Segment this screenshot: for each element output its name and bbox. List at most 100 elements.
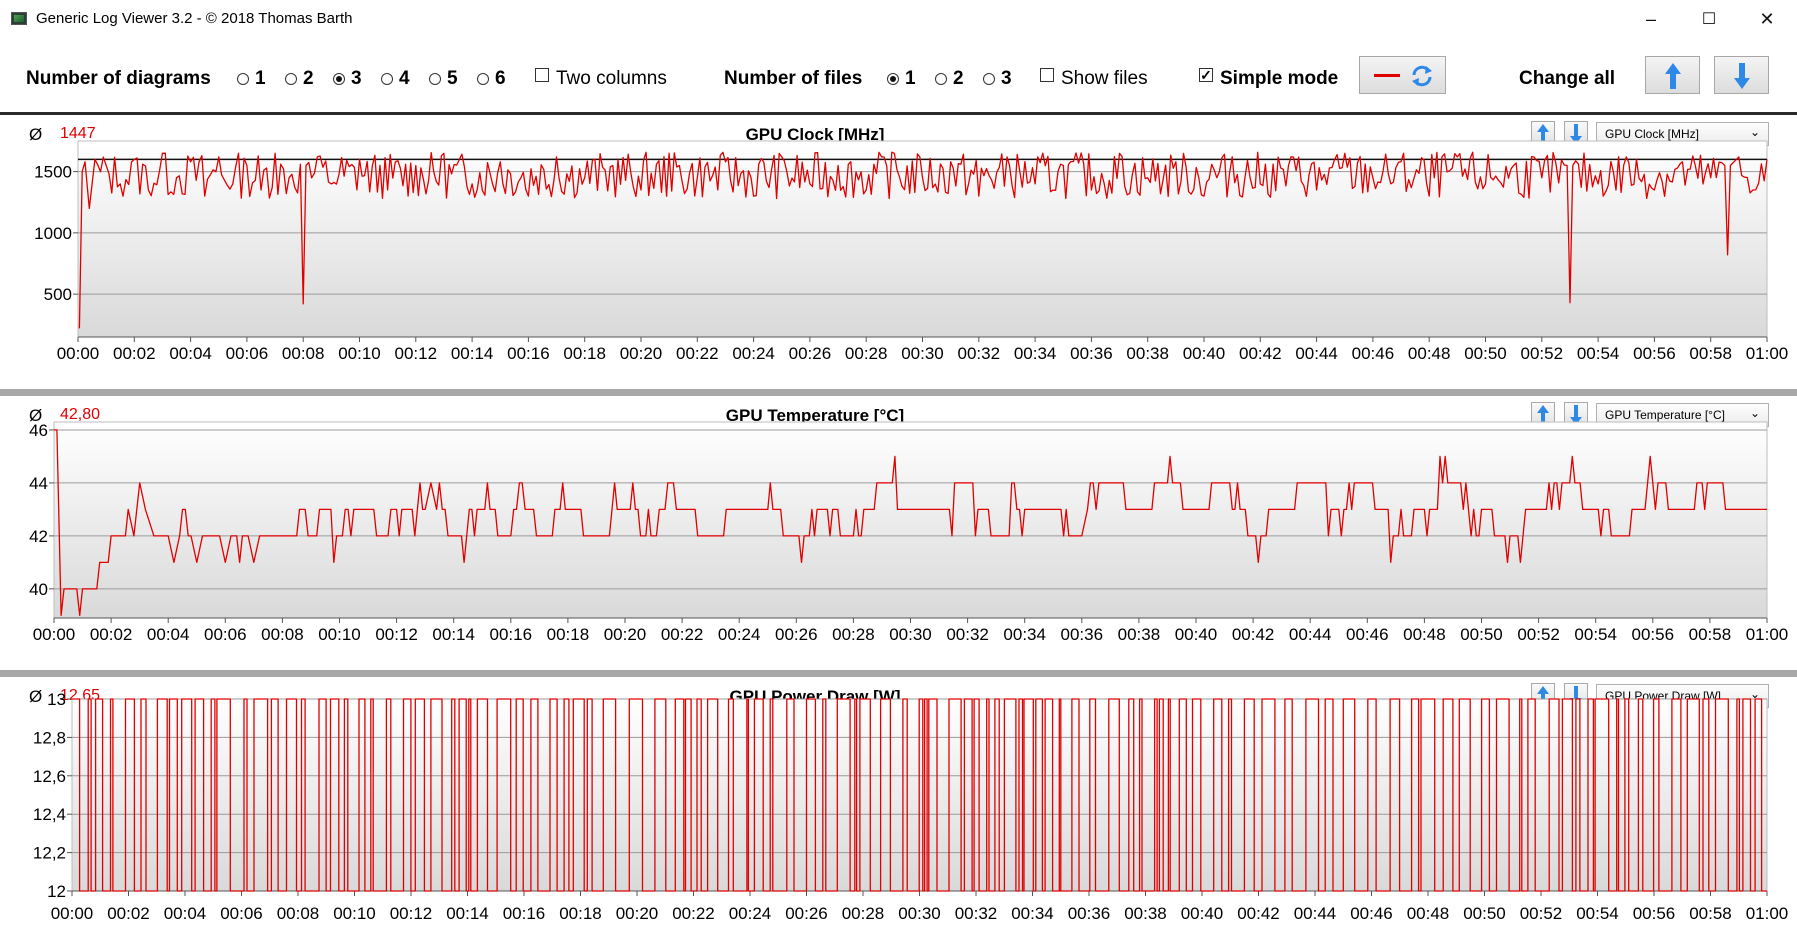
chart-svg[interactable]: 46 44 42 40 00:00 00:02 00:04 00:06 00:08 00:10 00… bbox=[0, 396, 1797, 670]
x-tick-label: 00:22 bbox=[661, 625, 704, 644]
number-of-diagrams-label: Number of diagrams bbox=[26, 68, 211, 89]
x-tick-label: 00:48 bbox=[1403, 625, 1446, 644]
x-tick-label: 00:56 bbox=[1633, 344, 1676, 363]
arrow-up-icon bbox=[1537, 405, 1549, 425]
line-style-button[interactable] bbox=[1359, 56, 1446, 94]
panel-splitter[interactable] bbox=[0, 670, 1797, 677]
x-tick-label: 00:42 bbox=[1239, 344, 1282, 363]
x-tick-label: 01:00 bbox=[1746, 344, 1789, 363]
x-tick-label: 00:42 bbox=[1237, 904, 1280, 923]
x-tick-label: 00:14 bbox=[446, 904, 489, 923]
x-tick-label: 00:40 bbox=[1181, 904, 1224, 923]
chevron-down-icon: ⌄ bbox=[1749, 406, 1760, 420]
x-tick-label: 00:36 bbox=[1068, 904, 1111, 923]
diagrams-radio-2[interactable]: 2 bbox=[285, 68, 314, 90]
diagram-title: GPU Clock [MHz] bbox=[745, 125, 885, 144]
x-tick-label: 00:46 bbox=[1350, 904, 1393, 923]
maximize-button[interactable]: ☐ bbox=[1701, 11, 1717, 28]
minimize-button[interactable]: – bbox=[1645, 8, 1656, 29]
x-tick-label: 00:06 bbox=[226, 344, 269, 363]
x-tick-label: 00:04 bbox=[164, 904, 207, 923]
simple-mode-checkbox[interactable]: ✓ Simple mode bbox=[1199, 67, 1339, 89]
x-tick-label: 00:10 bbox=[338, 344, 381, 363]
x-tick-label: 00:26 bbox=[789, 344, 832, 363]
arrow-down-icon bbox=[1570, 124, 1582, 144]
files-radio-2[interactable]: 2 bbox=[935, 68, 964, 90]
x-tick-label: 00:08 bbox=[261, 625, 304, 644]
x-tick-label: 00:52 bbox=[1517, 625, 1560, 644]
x-tick-label: 00:34 bbox=[1011, 904, 1054, 923]
x-tick-label: 00:28 bbox=[832, 625, 875, 644]
diagrams-radio-3[interactable]: 3 bbox=[333, 68, 362, 90]
x-tick-label: 00:50 bbox=[1463, 904, 1506, 923]
x-tick-label: 00:06 bbox=[204, 625, 247, 644]
x-tick-label: 00:32 bbox=[955, 904, 998, 923]
show-files-checkbox[interactable]: Show files bbox=[1040, 68, 1148, 90]
x-tick-label: 00:30 bbox=[898, 904, 941, 923]
arrow-up-icon bbox=[1537, 124, 1549, 144]
arrow-up-icon bbox=[1537, 686, 1549, 706]
x-tick-label: 00:00 bbox=[51, 904, 94, 923]
panel-splitter[interactable] bbox=[0, 389, 1797, 396]
checkbox-empty-icon bbox=[1040, 68, 1054, 82]
x-tick-label: 00:12 bbox=[375, 625, 418, 644]
diagrams-radio-4[interactable]: 4 bbox=[381, 68, 410, 90]
x-tick-label: 00:54 bbox=[1574, 625, 1617, 644]
x-tick-label: 00:28 bbox=[842, 904, 885, 923]
close-button[interactable]: ✕ bbox=[1759, 8, 1775, 29]
x-tick-label: 00:18 bbox=[559, 904, 602, 923]
files-radio-3[interactable]: 3 bbox=[983, 68, 1012, 90]
radio-circle-icon bbox=[935, 73, 947, 85]
x-tick-label: 00:30 bbox=[889, 625, 932, 644]
radio-circle-icon bbox=[429, 73, 441, 85]
x-tick-label: 00:46 bbox=[1352, 344, 1395, 363]
y-tick-label: 12,8 bbox=[33, 728, 66, 747]
x-tick-label: 00:48 bbox=[1408, 344, 1451, 363]
x-tick-label: 00:48 bbox=[1407, 904, 1450, 923]
y-tick-label: 46 bbox=[29, 421, 48, 440]
x-tick-label: 00:12 bbox=[395, 344, 438, 363]
x-tick-label: 00:36 bbox=[1070, 344, 1113, 363]
change-all-down-button[interactable] bbox=[1714, 56, 1769, 94]
x-tick-label: 00:54 bbox=[1576, 904, 1619, 923]
files-radio-1[interactable]: 1 bbox=[887, 68, 916, 90]
x-tick-label: 00:34 bbox=[1003, 625, 1046, 644]
two-columns-checkbox[interactable]: Two columns bbox=[535, 68, 667, 90]
chart-svg[interactable]: 1500 1000 500 00:00 00:02 00:04 00:06 00:08 00:1… bbox=[0, 115, 1797, 389]
chevron-down-icon: ⌄ bbox=[1749, 125, 1760, 139]
diagrams-radio-5[interactable]: 5 bbox=[429, 68, 458, 90]
diagrams-radio-6[interactable]: 6 bbox=[477, 68, 506, 90]
average-symbol: Ø bbox=[29, 406, 43, 425]
y-tick-label: 12 bbox=[47, 882, 66, 901]
x-tick-label: 00:30 bbox=[901, 344, 944, 363]
x-tick-label: 00:36 bbox=[1061, 625, 1104, 644]
red-line-icon bbox=[1374, 74, 1400, 77]
title-bar: Generic Log Viewer 3.2 - © 2018 Thomas B… bbox=[0, 0, 1797, 38]
x-tick-label: 01:00 bbox=[1746, 904, 1789, 923]
diagrams-radio-1[interactable]: 1 bbox=[237, 68, 266, 90]
x-tick-label: 00:56 bbox=[1633, 904, 1676, 923]
chart-svg[interactable]: 13 12,8 12,6 12,4 12,2 12 00:00 00:02 00:04 00:06… bbox=[0, 677, 1797, 952]
x-tick-label: 00:32 bbox=[946, 625, 989, 644]
change-all-up-button[interactable] bbox=[1645, 56, 1700, 94]
x-tick-label: 00:08 bbox=[277, 904, 320, 923]
window-title: Generic Log Viewer 3.2 - © 2018 Thomas B… bbox=[36, 10, 353, 27]
x-tick-label: 00:10 bbox=[318, 625, 361, 644]
x-tick-label: 00:42 bbox=[1232, 625, 1275, 644]
x-tick-label: 00:54 bbox=[1577, 344, 1620, 363]
x-tick-label: 00:52 bbox=[1520, 904, 1563, 923]
average-symbol: Ø bbox=[29, 687, 43, 706]
x-tick-label: 00:58 bbox=[1689, 344, 1732, 363]
x-tick-label: 00:20 bbox=[616, 904, 659, 923]
x-tick-label: 00:34 bbox=[1014, 344, 1057, 363]
y-tick-label: 42 bbox=[29, 527, 48, 546]
channel-select-value: GPU Temperature [°C] bbox=[1605, 408, 1725, 422]
radio-circle-icon bbox=[381, 73, 393, 85]
diagram-panel-gpu-clock: Ø 1447 GPU Clock [MHz] GPU Clock [MHz] ⌄ 1500… bbox=[0, 115, 1797, 389]
change-all-label: Change all bbox=[1519, 68, 1616, 89]
x-tick-label: 00:58 bbox=[1689, 904, 1732, 923]
x-tick-label: 00:14 bbox=[432, 625, 475, 644]
average-value: 42,80 bbox=[60, 406, 101, 423]
x-tick-label: 00:26 bbox=[785, 904, 828, 923]
x-tick-label: 00:00 bbox=[57, 344, 100, 363]
